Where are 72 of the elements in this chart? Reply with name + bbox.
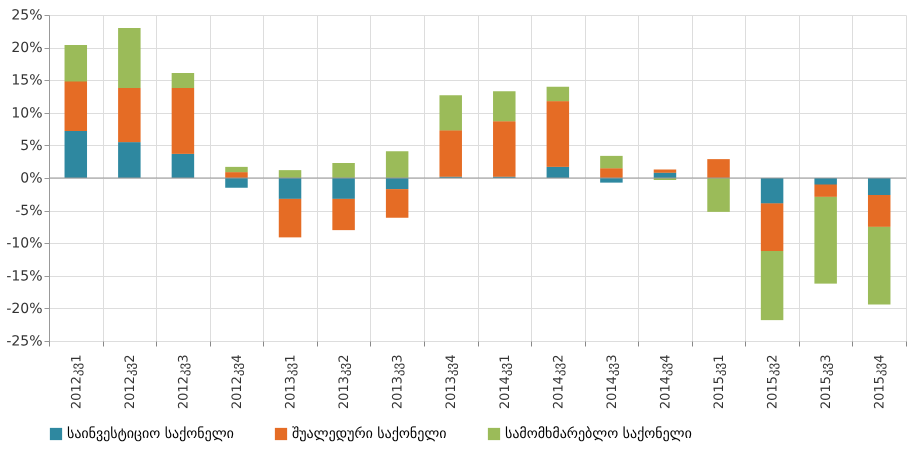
bar [225, 178, 248, 188]
bar [64, 44, 88, 82]
bar [707, 159, 730, 178]
bar [225, 166, 248, 172]
bar [439, 130, 462, 177]
bar [546, 101, 570, 167]
bar [868, 194, 890, 227]
bar [172, 88, 194, 154]
bar [760, 251, 784, 320]
y-tick-label: 15% [11, 72, 42, 89]
legend-label: საინვესტიციო საქონელი [67, 426, 234, 442]
bar [278, 170, 302, 178]
x-tick-label: 2012კვ3 [176, 354, 192, 410]
bar [868, 178, 890, 195]
bar [118, 142, 141, 178]
x-tick-label: 2015კვ1 [712, 354, 728, 410]
bar [493, 121, 516, 177]
y-tick-label: 10% [11, 105, 42, 122]
y-tick-label: -10% [6, 236, 42, 252]
bar [600, 156, 623, 168]
bar [760, 203, 784, 252]
x-tick-label: 2015კვ3 [819, 354, 834, 410]
bar [225, 172, 248, 178]
legend-label: სამომხმარებლო საქონელი [505, 426, 692, 442]
bar [64, 131, 88, 178]
y-tick-label: 20% [11, 40, 42, 56]
bar [278, 178, 302, 199]
bar [332, 178, 355, 199]
x-tick-label: 2012კვ1 [69, 354, 84, 410]
x-tick-label: 2012კვ4 [230, 354, 245, 410]
bar [64, 82, 88, 132]
x-tick-label: 2014კვ1 [498, 354, 513, 410]
y-tick-label: 25% [11, 8, 42, 24]
bar [118, 28, 141, 88]
x-tick-label: 2014კვ3 [604, 354, 620, 410]
y-tick-label: -20% [6, 300, 42, 317]
bar [707, 178, 730, 212]
bar [439, 95, 462, 130]
x-tick-label: 2014კვ2 [551, 354, 566, 410]
y-tick-label: -25% [6, 334, 42, 350]
x-tick-label: 2013კვ4 [444, 354, 460, 410]
bar [814, 178, 837, 185]
bar [278, 198, 302, 238]
x-tick-label: 2015კვ4 [872, 354, 888, 410]
bar [172, 154, 194, 178]
x-tick-label: 2012კვ2 [122, 354, 138, 410]
bar [814, 184, 837, 197]
bar [814, 196, 837, 284]
bar [760, 178, 784, 204]
x-tick-label: 2013კვ2 [337, 354, 352, 410]
bar [868, 226, 890, 304]
bar [386, 189, 408, 218]
bar [332, 198, 355, 230]
x-tick-label: 2014კვ4 [658, 354, 674, 410]
y-tick-label: -15% [6, 268, 42, 284]
y-tick-label: 5% [20, 138, 42, 154]
bar [332, 163, 355, 178]
legend-label: შუალედური საქონელი [292, 426, 446, 442]
bar [600, 168, 623, 178]
bar [654, 170, 676, 173]
bar [172, 73, 194, 88]
bar [118, 88, 141, 142]
x-tick-label: 2013კვ1 [284, 354, 299, 410]
bar [493, 91, 516, 122]
bar [546, 86, 570, 102]
bar [386, 151, 408, 178]
y-tick-label: -5% [15, 203, 42, 220]
bar [546, 166, 570, 178]
x-tick-label: 2013კვ3 [390, 354, 406, 410]
y-tick-label: 0% [20, 170, 42, 186]
x-tick-label: 2015კვ2 [766, 354, 781, 410]
bar [386, 178, 408, 190]
